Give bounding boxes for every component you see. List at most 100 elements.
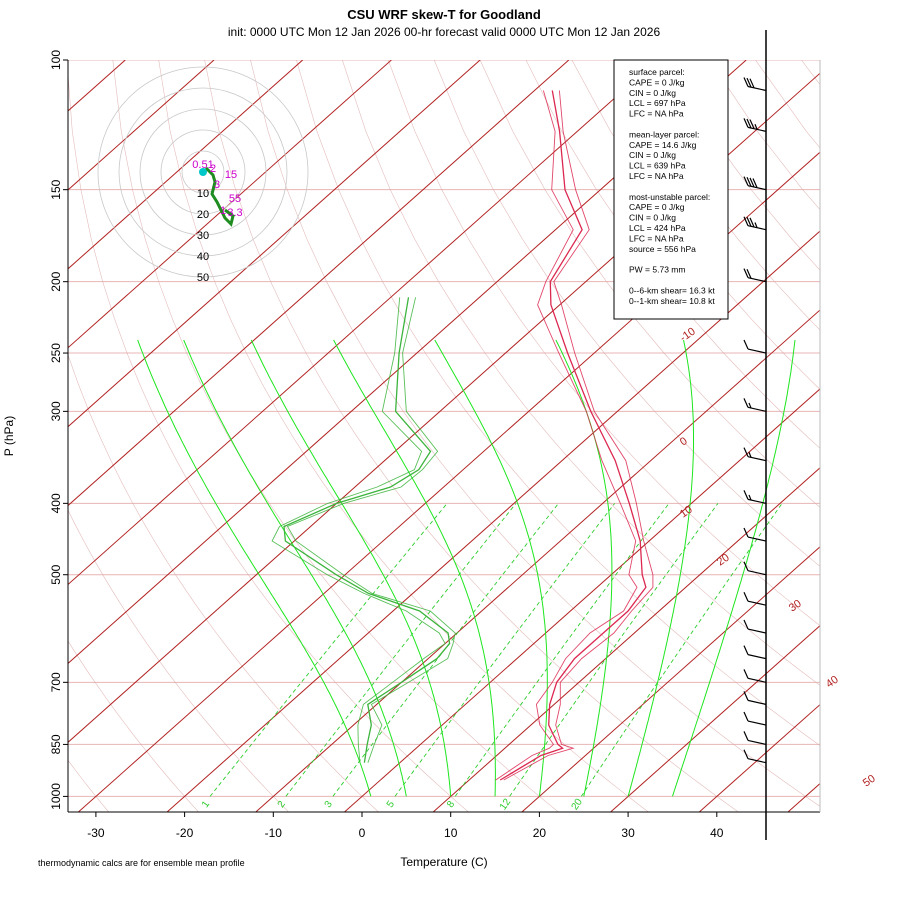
x-tick-label--10: -10: [265, 826, 283, 840]
hodo-point-label-7: 3.3: [227, 207, 242, 219]
wind-barb-flag: [743, 749, 749, 759]
temperature-profile-2: [499, 90, 647, 781]
isotherm-lines: [68, 60, 900, 812]
wind-barb-125: [743, 118, 767, 132]
wind-barb-flag: [743, 447, 749, 457]
isotherm--50: [68, 60, 747, 665]
pressure-axis: 1000 850 700 500 400 300 250 200 150 100: [49, 50, 68, 810]
temperature-profile-0: [495, 90, 638, 781]
dry-adiabat-80: [387, 60, 820, 627]
isotherm-50: [787, 782, 820, 812]
legend-line-16: LFC = NA hPa: [629, 233, 684, 243]
hodo-origin-marker: [199, 168, 207, 176]
wind-barb-450: [743, 527, 767, 542]
wind-barb-flag: [743, 731, 749, 741]
wind-barb-shaft: [747, 225, 767, 231]
hodo-ring-1: [181, 150, 225, 194]
y-tick-label-100: 100: [49, 50, 63, 70]
y-tick-label-700: 700: [49, 672, 63, 692]
mixing-ratio-label-1: 1: [200, 799, 212, 810]
dry-adiabat-150: [709, 60, 820, 210]
wind-barb-flag: [743, 645, 749, 655]
isotherm-label-0: 0: [678, 435, 690, 448]
legend-line-14: CIN = 0 J/kg: [629, 213, 676, 223]
wind-barb-half-flag: [748, 452, 752, 458]
wind-barb-750: [743, 691, 767, 705]
isotherm--30: [78, 151, 820, 812]
sounding-profiles: [271, 90, 654, 781]
dry-adiabat-20: [112, 60, 559, 812]
legend-line-0: surface parcel:: [629, 67, 685, 77]
wind-barb-shaft: [747, 456, 767, 462]
legend-line-4: LFC = NA hPa: [629, 109, 684, 119]
mixing-ratio-line-3: [332, 503, 559, 797]
wind-barb-500: [743, 561, 767, 576]
isotherm-30: [610, 625, 820, 812]
hodo-point-label-5: 55: [229, 193, 241, 205]
dry-adiabat--10: [68, 509, 289, 812]
moist-adiabat-10: [250, 339, 452, 797]
dry-adiabat-40: [204, 60, 739, 812]
temperature-profile-1: [503, 90, 654, 781]
x-axis-label: Temperature (C): [400, 855, 487, 869]
moist-adiabat-30: [627, 339, 694, 797]
wind-barb-shaft: [747, 628, 767, 634]
legend-line-12: most-unstable parcel:: [629, 192, 710, 202]
hodo-ring-label-5: 50: [197, 272, 209, 284]
y-tick-label-1000: 1000: [49, 783, 63, 810]
wind-barb-shaft: [747, 758, 767, 764]
wind-barb-flag: [743, 619, 749, 630]
hodo-ring-label-2: 20: [197, 209, 209, 221]
wind-barb-650: [743, 645, 767, 660]
wind-barb-half-flag: [754, 123, 758, 130]
isotherm--90: [68, 60, 392, 349]
isotherm-label-40: 40: [824, 674, 841, 691]
hodo-point-label-2: 2: [210, 163, 216, 175]
dewpoint-profile-2: [283, 297, 451, 763]
y-tick-label-200: 200: [49, 271, 63, 291]
isotherm--110: [68, 60, 215, 191]
dewpoint-profile-0: [271, 297, 446, 763]
wind-barb-shaft: [747, 85, 767, 92]
isotherm-label-20: 20: [715, 552, 732, 569]
wind-barb-flag: [746, 77, 752, 88]
legend-line-21: 0--6-km shear= 16.3 kt: [629, 285, 715, 295]
isotherm--60: [68, 60, 658, 586]
wind-barb-shaft: [747, 699, 767, 705]
wind-barb-flag: [743, 268, 749, 278]
mixing-ratio-lines: [209, 503, 783, 797]
wind-barb-half-flag: [748, 494, 752, 501]
legend-line-8: CIN = 0 J/kg: [629, 150, 676, 160]
wind-barbs: [743, 77, 767, 764]
moist-adiabat-5: [183, 339, 407, 797]
wind-barb-850: [743, 731, 767, 746]
hodo-ring-label-4: 40: [197, 251, 209, 263]
legend-line-3: LCL = 697 hPa: [629, 98, 686, 108]
dry-adiabat-180: [847, 60, 900, 812]
mixing-ratio-line-20: [580, 503, 783, 797]
legend-line-15: LCL = 424 hPa: [629, 223, 686, 233]
mixing-ratio-label-5: 5: [385, 799, 397, 810]
dry-adiabat-170: [801, 60, 820, 86]
dry-adiabat-100: [479, 60, 820, 508]
isotherm-60: [877, 60, 900, 812]
dry-adiabat-60: [296, 60, 820, 746]
wind-barb-400: [743, 490, 767, 504]
wind-barb-flag: [743, 339, 749, 350]
hodo-ring-4: [118, 87, 288, 257]
wind-barb-flag: [743, 591, 749, 602]
wind-barb-flag: [743, 527, 749, 538]
dewpoint-profile-1: [286, 297, 456, 763]
wind-barb-flag: [746, 118, 752, 129]
wind-barb-250: [743, 339, 767, 354]
wind-barb-shaft: [747, 126, 767, 132]
isotherm-labels: -10 0 10 20 30 40 50: [678, 326, 878, 790]
legend-line-13: CAPE = 0 J/kg: [629, 202, 685, 212]
legend-line-9: LCL = 639 hPa: [629, 161, 686, 171]
wind-barb-shaft: [747, 277, 767, 283]
wind-barb-flag: [743, 561, 749, 571]
wind-barb-shaft: [747, 406, 767, 412]
isobar-grid: [68, 60, 820, 797]
